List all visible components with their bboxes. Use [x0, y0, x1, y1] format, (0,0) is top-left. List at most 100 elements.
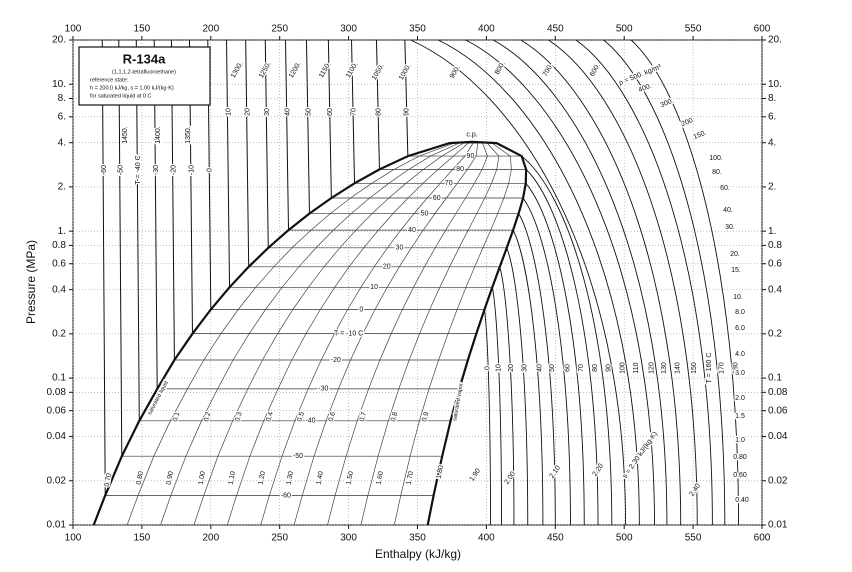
x-tick-label-top: 200	[202, 24, 219, 35]
dome-isotherm-label: 30	[396, 245, 404, 252]
superheated-isotherm	[499, 266, 515, 526]
y-tick-label: 4.	[58, 137, 66, 148]
liquid-isotherm-label: 60	[327, 108, 334, 116]
x-tick-label: 450	[547, 533, 564, 544]
x-tick-label-top: 250	[271, 24, 288, 35]
quality-label: 0.6	[328, 411, 337, 422]
superheated-isotherm-label: 150	[691, 362, 698, 374]
x-tick-label: 150	[134, 533, 151, 544]
superheated-isotherm-label: 50	[549, 364, 556, 372]
superheated-isotherm	[410, 39, 627, 526]
density-label: 2.0	[735, 395, 745, 402]
title-box	[78, 46, 211, 106]
liquid-isotherm-label: 70	[350, 108, 357, 116]
y-tick-label-right: 4.	[768, 137, 776, 148]
superheated-isotherm	[437, 39, 640, 526]
y-tick-label: 8.	[58, 93, 66, 104]
dome-isotherm-label: 10	[370, 284, 378, 291]
quality-line	[193, 141, 473, 526]
liquid-isotherm-label: 0	[207, 168, 214, 172]
liquid-isotherm-label: 10	[225, 108, 232, 116]
liquid-density-label: 1450.	[122, 126, 129, 144]
superheated-isotherm	[493, 39, 668, 526]
y-tick-label: 0.04	[47, 431, 67, 442]
quality-line	[160, 141, 473, 526]
entropy-label: 1.10	[228, 471, 237, 486]
y-tick-label-right: 0.01	[768, 520, 788, 531]
quality-label: 0.1	[172, 411, 181, 422]
y-tick-label-right: 0.6	[768, 258, 782, 269]
y-tick-label: 0.1	[52, 373, 66, 384]
liquid-isotherm-label: 40	[284, 108, 291, 116]
liquid-isotherm	[245, 39, 250, 267]
superheated-isotherm	[520, 39, 682, 526]
y-tick-label-right: 0.1	[768, 373, 782, 384]
liquid-isotherm-label: 20	[245, 108, 252, 116]
subtitle: (1,1,1,2-tetrafluoroethane)	[112, 69, 176, 75]
entropy-label: 1.00	[198, 471, 207, 486]
x-tick-label-top: 500	[616, 24, 633, 35]
superheated-isotherm-label: 140	[675, 362, 682, 374]
y-tick-label: 0.8	[52, 240, 66, 251]
x-tick-label: 500	[616, 533, 633, 544]
y-tick-label-right: 1.	[768, 226, 776, 237]
y-tick-label-right: 20.	[768, 35, 782, 46]
superheated-isotherm-label: 10	[495, 364, 502, 372]
density-label: 4.0	[735, 351, 745, 358]
entropy-label: 0.90	[166, 471, 175, 486]
x-tick-label-top: 450	[547, 24, 564, 35]
y-tick-label-right: 6.	[768, 111, 776, 122]
liquid-isotherm-label: 80	[375, 108, 382, 116]
quality-line	[393, 141, 512, 526]
liquid-isotherm-label: 50	[305, 108, 312, 116]
superheated-isotherm-label: 70	[578, 364, 585, 372]
y-tick-label-right: 8.	[768, 93, 776, 104]
superheated-isotherm	[525, 183, 585, 526]
quality-label: 0.8	[390, 411, 399, 422]
liquid-isotherm-label: -30	[153, 165, 160, 175]
dome-isotherm-label: -60	[281, 492, 291, 499]
dome-isotherm-label: -20	[331, 357, 341, 364]
entropy-label: 1.60	[376, 471, 385, 486]
y-tick-label-right: 10.	[768, 79, 782, 90]
density-label: 0.60	[733, 472, 747, 479]
dome-isotherm-label: 60	[433, 195, 441, 202]
superheated-isotherm-label: 120	[648, 362, 655, 374]
liquid-density-label: 1350.	[185, 126, 192, 144]
quality-label: 0.2	[203, 411, 212, 422]
x-tick-label: 550	[685, 533, 702, 544]
superheated-isotherm-label: 100	[619, 362, 626, 374]
dome-isotherm-label: 90	[467, 153, 475, 160]
x-tick-label: 350	[409, 533, 426, 544]
x-tick-label-top: 300	[340, 24, 357, 35]
superheated-isotherm-label: 80	[592, 364, 599, 372]
liquid-isotherm	[118, 39, 123, 457]
superheated-isotherm	[603, 39, 726, 526]
x-tick-label-top: 600	[754, 24, 771, 35]
quality-line	[126, 141, 473, 526]
superheated-isotherm-label: 30	[522, 364, 529, 372]
y-tick-label: 6.	[58, 111, 66, 122]
superheated-isotherm-label: 130	[661, 362, 668, 374]
dome-isotherm-label: -30	[318, 386, 328, 393]
y-axis-label: Pressure (MPa)	[24, 240, 38, 324]
density-label: 6.0	[735, 325, 745, 332]
density-label: 0.40	[735, 497, 749, 504]
reference-text: reference state:	[90, 77, 129, 83]
density-label: 3.0	[735, 370, 745, 377]
y-tick-label-right: 0.04	[768, 431, 788, 442]
quality-label: 0.3	[234, 411, 243, 422]
reference-text: for saturated liquid at 0 C	[90, 93, 151, 99]
dome-isotherm-label: 70	[445, 180, 453, 187]
superheated-isotherm	[575, 39, 713, 526]
quality-label: 0.5	[297, 411, 306, 422]
superheated-isotherm-label: T = 160 C	[706, 353, 713, 384]
superheated-isotherm	[484, 309, 491, 526]
superheated-isotherm	[521, 155, 613, 526]
liquid-isotherm-label: -50	[118, 165, 125, 175]
superheated-isotherm	[630, 39, 740, 526]
superheated-isotherm-label: 40	[537, 364, 544, 372]
liquid-isotherm-label: -60	[101, 165, 108, 175]
x-tick-label: 100	[65, 533, 82, 544]
saturation-line	[92, 140, 473, 526]
